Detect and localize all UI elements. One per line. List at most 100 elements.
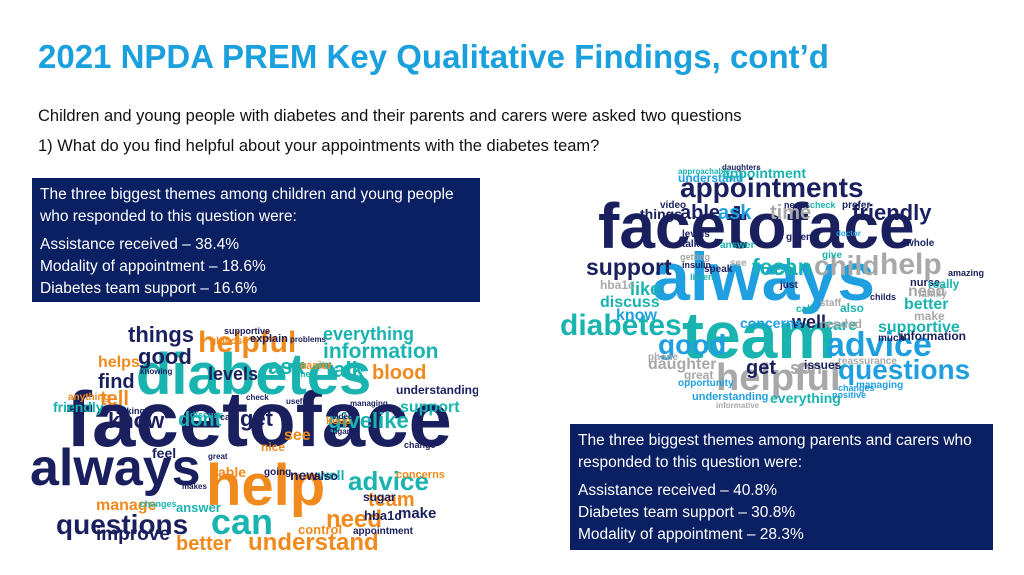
parent-cloud-word: make	[914, 309, 945, 323]
parent-cloud-word: positive	[832, 390, 866, 400]
cyp-theme-item: Assistance received – 38.4%	[40, 236, 240, 253]
parent-cloud-word: information	[900, 329, 966, 343]
cyp-cloud-word: friendly	[53, 399, 104, 415]
cyp-cloud-word: understanding	[396, 383, 478, 397]
parent-cloud-word: speak	[704, 264, 733, 275]
cyp-cloud-word: appointment	[353, 526, 414, 537]
parent-cloud-word: give	[822, 250, 842, 261]
cyp-cloud-word: blood	[372, 362, 426, 384]
cyp-cloud-word: change	[404, 440, 436, 450]
parent-cloud-word: check	[810, 200, 837, 210]
parent-cloud-word: appointments	[680, 172, 864, 203]
cyp-cloud-word: help	[206, 453, 325, 518]
parent-cloud-word: hba1c	[600, 278, 635, 292]
cyp-cloud-word: see	[284, 427, 311, 444]
parent-cloud-word: issues	[804, 358, 842, 372]
cyp-cloud-word: concerns	[396, 469, 445, 481]
parent-cloud-word: nurse	[910, 277, 940, 289]
cyp-cloud-word: explain	[250, 333, 288, 345]
cyp-cloud-word: levels	[208, 364, 258, 384]
cyp-cloud-word: sugars	[328, 427, 355, 436]
cyp-cloud-word: hba1c	[364, 508, 402, 523]
cyp-theme-item: Diabetes team support – 16.6%	[40, 280, 258, 297]
parent-cloud-word: support	[586, 254, 672, 280]
parent-cloud-word: understanding	[692, 391, 768, 403]
parent-cloud-word: staff	[820, 298, 842, 309]
cyp-theme-item: Modality of appointment – 18.6%	[40, 258, 266, 275]
parent-cloud-word: child	[814, 250, 879, 281]
parent-cloud-word: diabetes	[560, 309, 682, 342]
parent-cloud-word: reassurance	[838, 356, 897, 367]
cyp-cloud-word: can	[211, 501, 273, 542]
parent-cloud-word: talk	[682, 239, 700, 250]
parent-cloud-word: know	[616, 307, 657, 324]
cyp-cloud-word: new	[290, 467, 317, 483]
cyp-cloud-word: tell	[100, 388, 129, 410]
parent-cloud-word: great	[684, 368, 713, 382]
parent-cloud-word: better	[904, 296, 948, 313]
parent-cloud-word: daughters	[722, 163, 761, 172]
parent-cloud-word: whole	[905, 238, 935, 249]
parent-cloud-word: also	[840, 301, 864, 315]
cyp-themes-heading: The three biggest themes among children …	[40, 186, 454, 225]
parent-cloud-word: need	[908, 283, 945, 300]
parent-cloud-word: video	[660, 200, 686, 211]
parent-cloud-word: able	[680, 202, 720, 224]
cyp-cloud-word: diabetes	[136, 342, 371, 407]
cyp-cloud-word: helps	[98, 354, 140, 371]
parent-cloud-word: understand	[678, 171, 743, 185]
cyp-cloud-word: nice	[261, 440, 285, 454]
cyp-cloud-word: information	[323, 340, 439, 363]
parent-cloud-word: ask	[718, 202, 752, 224]
cyp-cloud-word: keep	[326, 415, 351, 427]
cyp-cloud-word: always	[30, 439, 201, 497]
cyp-cloud-word: sugar	[363, 490, 396, 504]
cyp-cloud-word: great	[208, 452, 228, 461]
parent-cloud-word: things	[640, 206, 682, 222]
parent-cloud-word: approachable	[678, 167, 731, 176]
cyp-cloud-word: find	[98, 371, 135, 393]
cyp-cloud-word: discuss	[190, 410, 224, 420]
parent-cloud-word: answer	[720, 240, 755, 251]
parent-cloud-word: can	[772, 254, 812, 280]
cyp-word-cloud: facetoface diabetes always help helpful can qu…	[28, 322, 478, 557]
cyp-cloud-word: dont	[178, 409, 222, 431]
parent-cloud-word: changes	[838, 383, 875, 393]
parent-cloud-word: appointment	[722, 165, 806, 181]
parent-cloud-word: help	[880, 248, 942, 281]
cyp-cloud-word: control	[298, 522, 342, 537]
parent-themes-box: The three biggest themes among parents a…	[570, 424, 993, 550]
parent-cloud-word: good	[658, 329, 726, 360]
parent-cloud-word: team	[682, 298, 836, 372]
cyp-cloud-word: time	[292, 369, 311, 379]
parent-cloud-word: given	[786, 232, 812, 243]
cyp-cloud-word: helpful	[198, 326, 296, 359]
cyp-cloud-word: better	[176, 533, 232, 555]
cyp-cloud-word: know	[108, 408, 165, 433]
parent-cloud-word: advice	[826, 326, 932, 364]
parent-cloud-word: doctor	[836, 229, 861, 238]
parent-cloud-word: always	[652, 239, 875, 315]
parent-cloud-word: amazing	[948, 268, 984, 278]
parent-cloud-word: well	[791, 312, 826, 332]
cyp-cloud-word: facetoface	[66, 375, 452, 463]
parent-word-cloud-svg: facetofacealwaysteamhelpfulappointmentsa…	[560, 163, 984, 410]
parent-theme-item: Diabetes team support – 30.8%	[578, 504, 796, 521]
parent-theme-item: Assistance received – 40.8%	[578, 482, 778, 499]
cyp-cloud-word: changes	[140, 499, 177, 509]
cyp-cloud-word: make	[398, 505, 436, 522]
parent-cloud-word: like	[630, 279, 660, 299]
cyp-cloud-word: able	[218, 464, 246, 480]
cyp-cloud-word: managing	[350, 399, 388, 408]
cyp-cloud-word: talking	[116, 406, 145, 416]
cyp-cloud-word: get	[240, 406, 274, 431]
parent-cloud-word: prefer	[842, 200, 870, 211]
cyp-cloud-word: useful	[286, 397, 310, 406]
cyp-cloud-word: manage	[96, 497, 157, 514]
cyp-cloud-word: need	[326, 506, 382, 533]
parent-themes-heading: The three biggest themes among parents a…	[578, 432, 972, 471]
cyp-cloud-word: answer	[176, 500, 221, 515]
parent-cloud-word: insulin	[682, 260, 711, 270]
cyp-cloud-word: questions	[56, 509, 188, 540]
